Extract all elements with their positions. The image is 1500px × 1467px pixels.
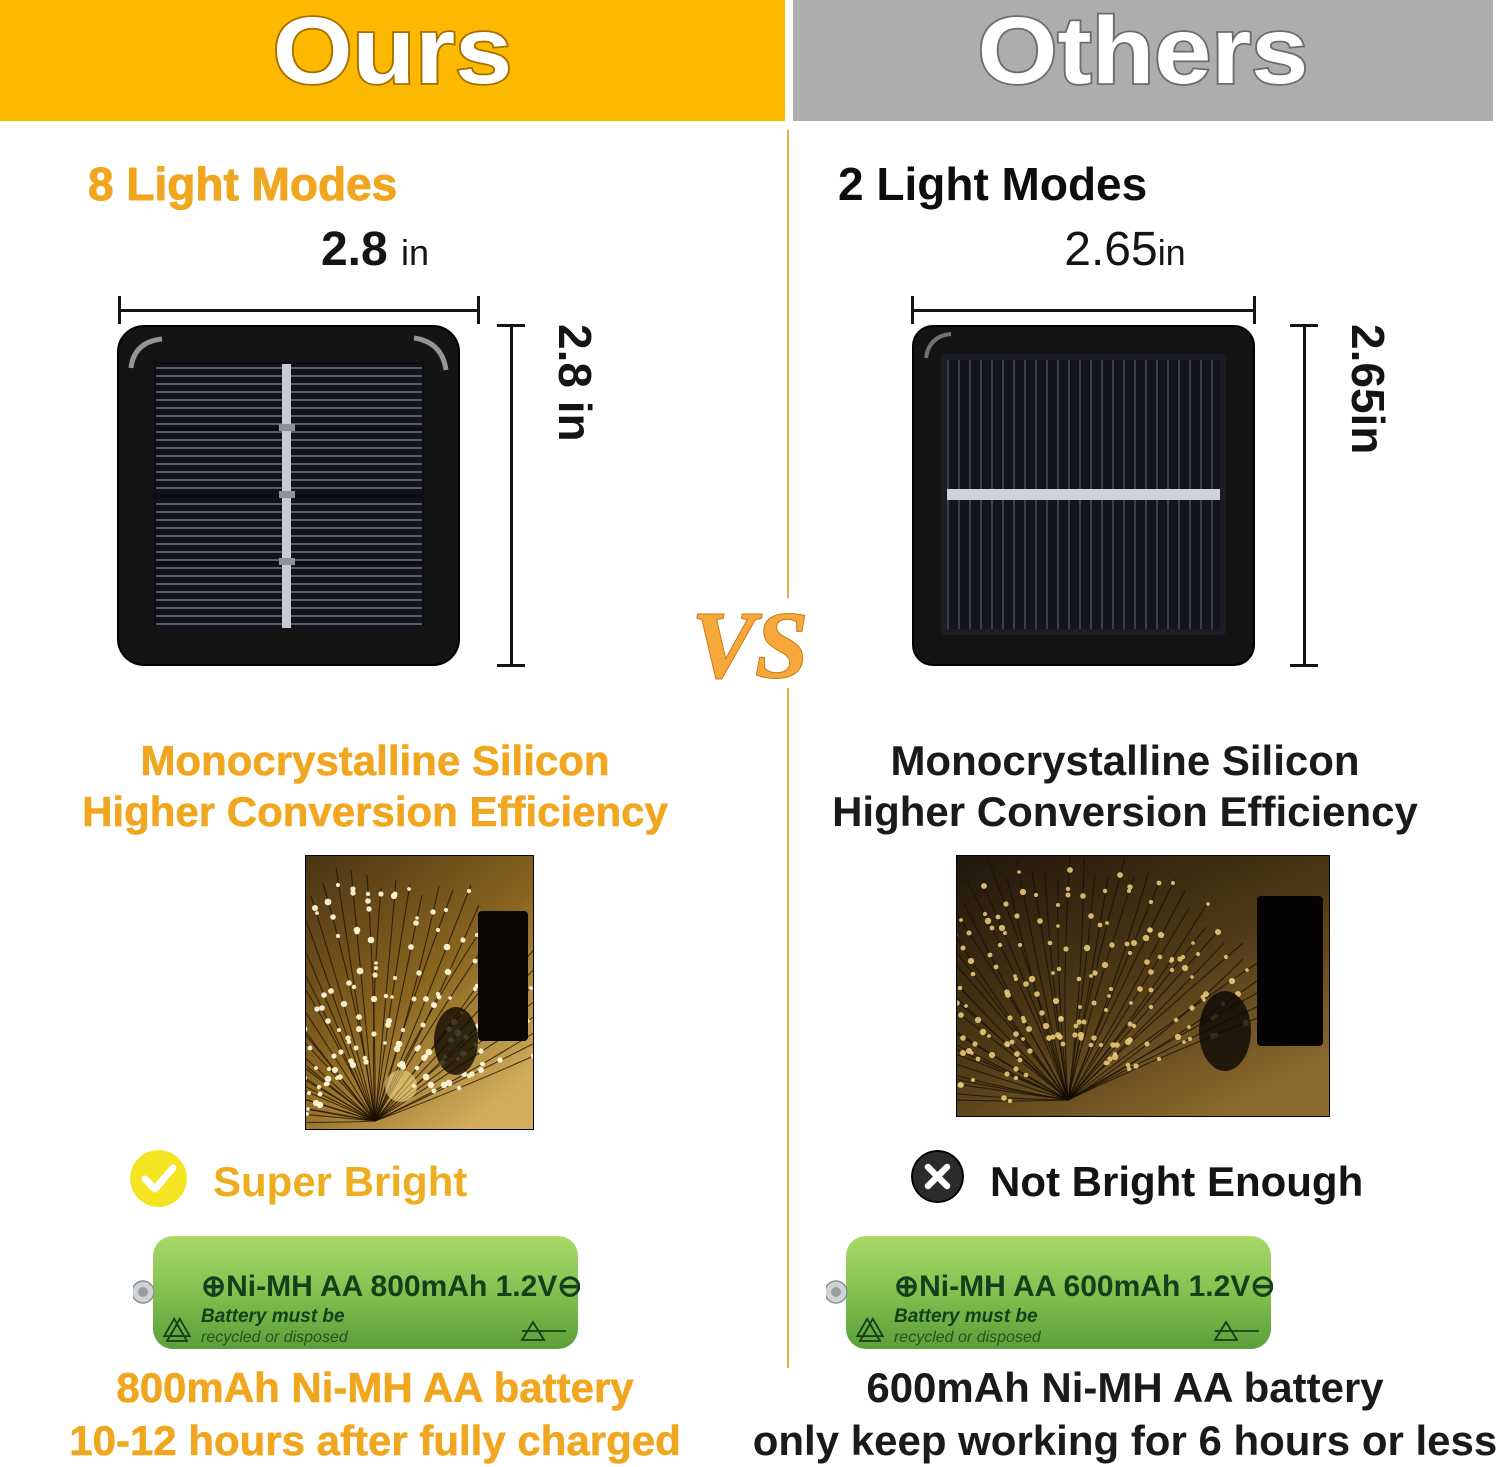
svg-text:⊕Ni-MH AA 800mAh 1.2V⊖: ⊕Ni-MH AA 800mAh 1.2V⊖: [201, 1270, 580, 1303]
svg-text:⊕Ni-MH AA 600mAh 1.2V⊖: ⊕Ni-MH AA 600mAh 1.2V⊖: [894, 1270, 1273, 1303]
svg-text:recycled or disposed: recycled or disposed: [894, 1329, 1042, 1346]
svg-text:recycled or disposed: recycled or disposed: [201, 1329, 349, 1346]
svg-text:Battery must be: Battery must be: [201, 1306, 345, 1327]
svg-text:Battery must be: Battery must be: [894, 1306, 1038, 1327]
